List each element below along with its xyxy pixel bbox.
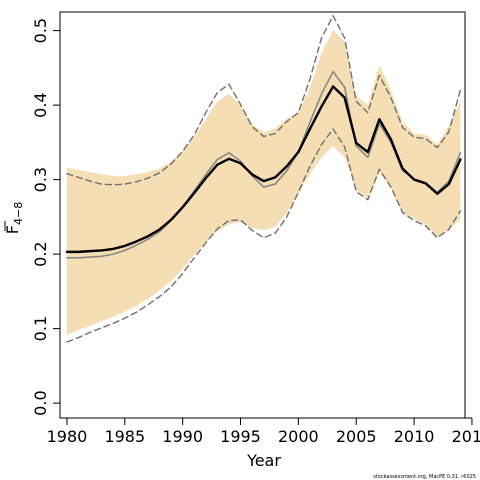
y-axis-title-subscript: 4−8 xyxy=(12,202,25,225)
svg-text:F4−8: F4−8 xyxy=(3,202,25,234)
y-tick-label: 0.0 xyxy=(31,390,50,415)
series-line-estimate xyxy=(65,85,462,254)
confidence-band-layer xyxy=(66,29,461,336)
x-tick-label: 1995 xyxy=(220,427,261,446)
x-tick-label: 2010 xyxy=(394,427,435,446)
x-tick-label: 2005 xyxy=(336,427,377,446)
series-line-upper-bound xyxy=(66,15,462,186)
series-line-lower-bound xyxy=(66,128,462,343)
x-tick-label: 2015 xyxy=(452,427,480,446)
y-tick-label: 0.2 xyxy=(31,241,50,266)
confidence-band xyxy=(66,29,461,336)
y-tick-label: 0.4 xyxy=(31,92,50,117)
y-tick-label: 0.1 xyxy=(31,316,50,341)
y-axis-title: F4−8 xyxy=(3,202,25,234)
y-tick-label: 0.3 xyxy=(31,167,50,192)
x-tick-label: 2000 xyxy=(278,427,319,446)
x-tick-label: 1990 xyxy=(162,427,203,446)
x-tick-label: 1985 xyxy=(104,427,145,446)
y-axis: 0.0 0.1 0.2 0.3 0.4 0.5 xyxy=(31,18,61,416)
x-axis-title: Year xyxy=(246,451,281,470)
x-axis: 1980 1985 1990 1995 2000 2005 2010 2015 xyxy=(47,417,480,446)
y-axis-title-main: F xyxy=(3,225,22,234)
footer-credit: stockassessment.org, MacPE 0.31, r6025 xyxy=(373,474,476,480)
series-lines-layer xyxy=(65,15,462,343)
y-tick-label: 0.5 xyxy=(31,18,50,43)
x-tick-label: 1980 xyxy=(47,427,88,446)
